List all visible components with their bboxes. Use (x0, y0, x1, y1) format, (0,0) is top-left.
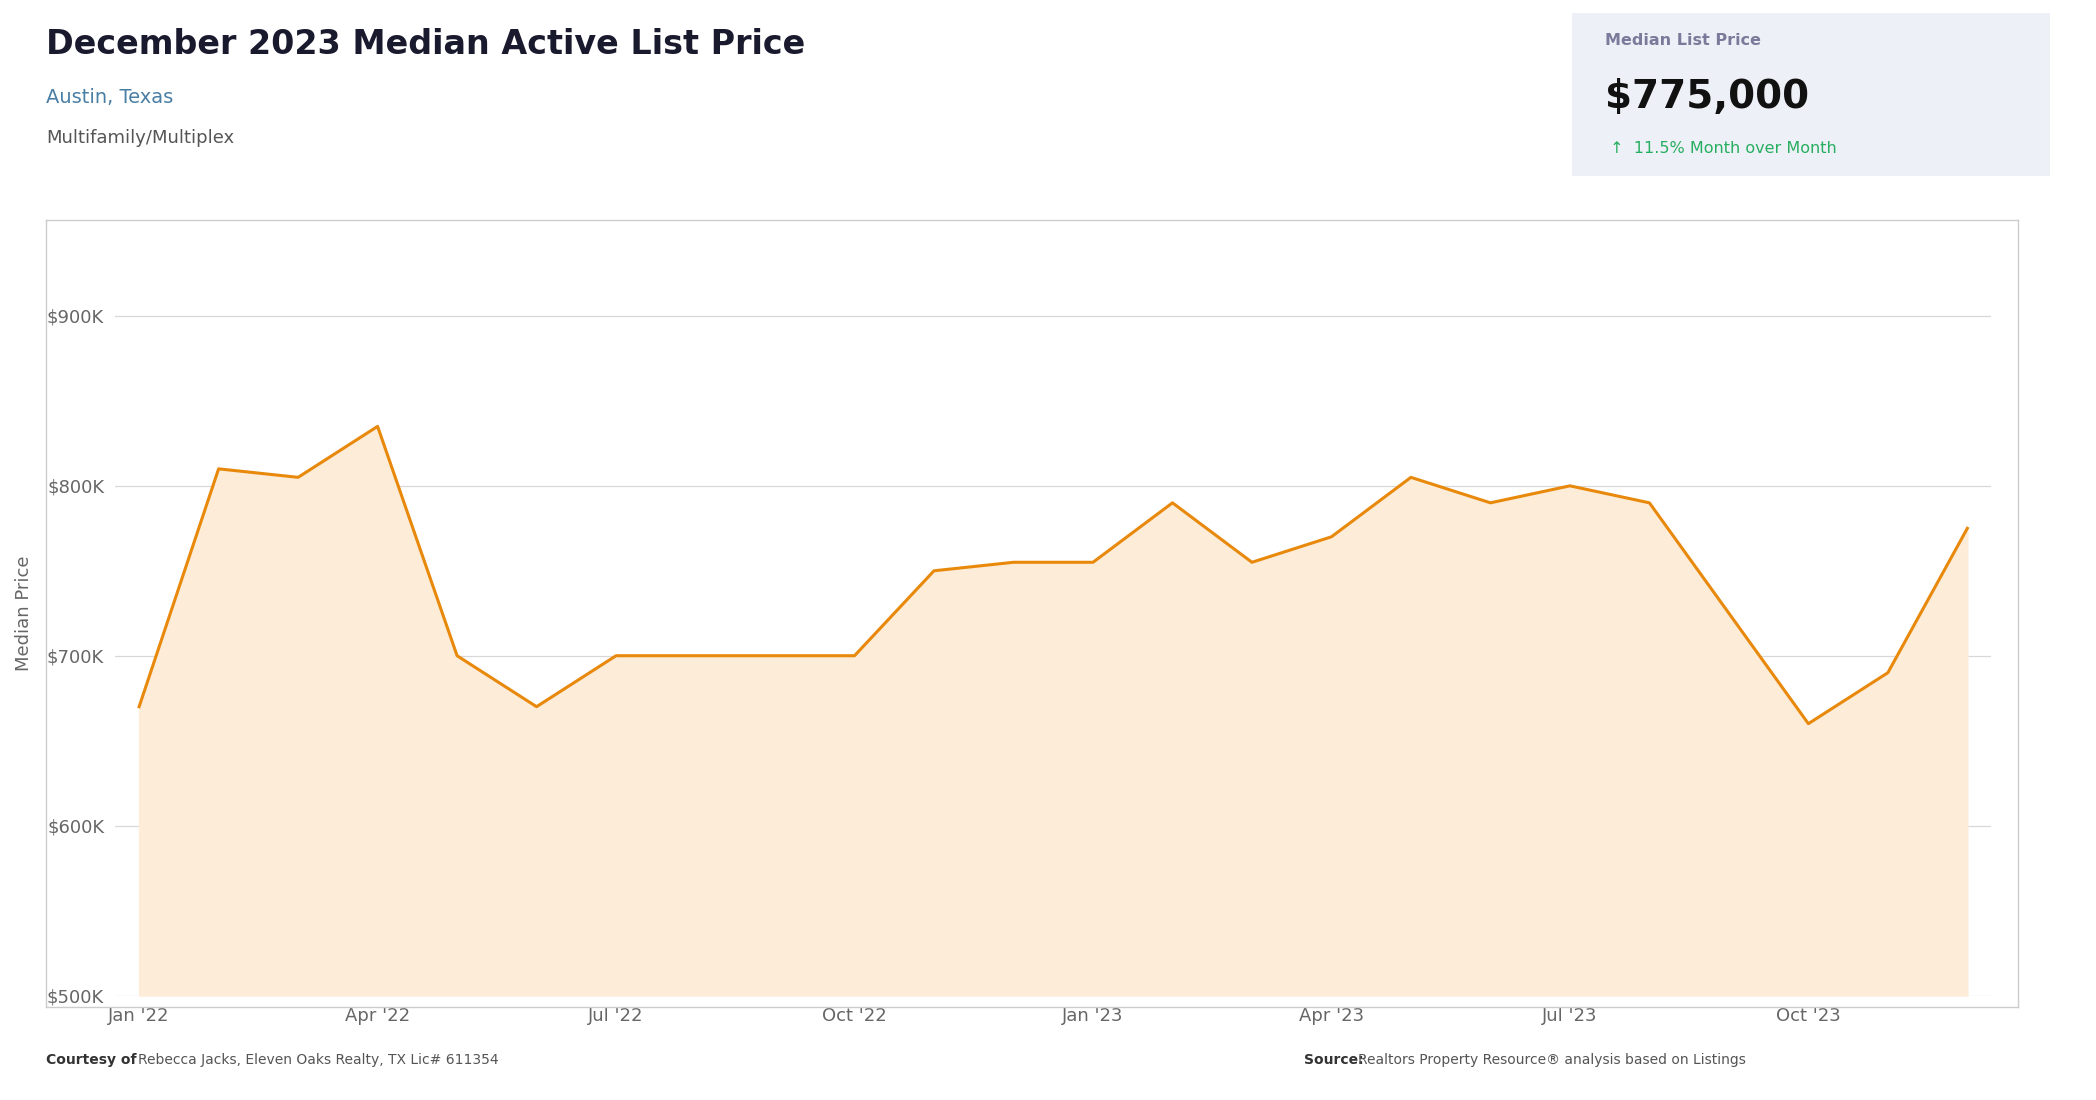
Text: Realtors Property Resource® analysis based on Listings: Realtors Property Resource® analysis bas… (1358, 1053, 1746, 1067)
Text: December 2023 Median Active List Price: December 2023 Median Active List Price (46, 28, 805, 60)
Text: Source:: Source: (1304, 1053, 1369, 1067)
Text: Austin, Texas: Austin, Texas (46, 88, 174, 107)
Text: Rebecca Jacks, Eleven Oaks Realty, TX Lic# 611354: Rebecca Jacks, Eleven Oaks Realty, TX Li… (138, 1053, 499, 1067)
Text: Median List Price: Median List Price (1606, 33, 1761, 47)
Y-axis label: Median Price: Median Price (15, 556, 34, 671)
Text: $775,000: $775,000 (1606, 78, 1809, 117)
Text: Courtesy of: Courtesy of (46, 1053, 143, 1067)
Text: Multifamily/Multiplex: Multifamily/Multiplex (46, 129, 235, 146)
Text: ↑  11.5% Month over Month: ↑ 11.5% Month over Month (1606, 142, 1838, 156)
